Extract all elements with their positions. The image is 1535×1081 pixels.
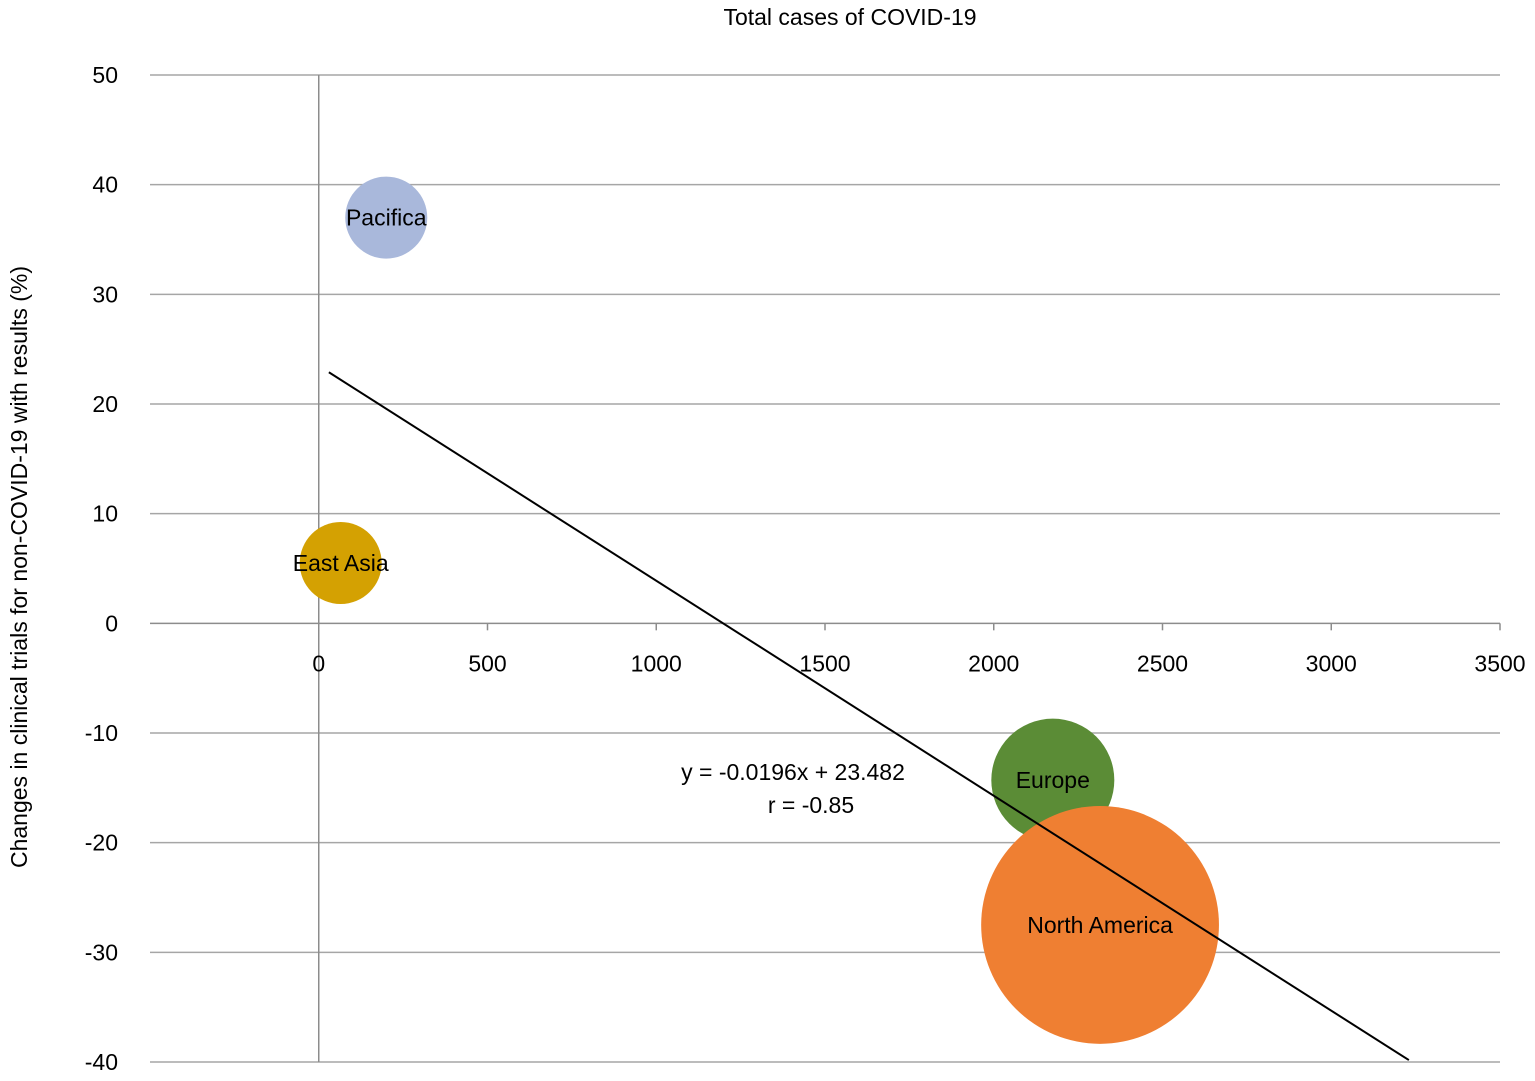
bubble-label: Pacifica xyxy=(346,205,427,231)
x-tick-label: 1000 xyxy=(631,650,682,676)
trendline-equation: y = -0.0196x + 23.482 xyxy=(681,759,905,785)
y-tick-label: 20 xyxy=(92,391,118,417)
bubble-label: East Asia xyxy=(293,550,389,576)
y-axis-label: Changes in clinical trials for non-COVID… xyxy=(6,266,32,868)
trendline xyxy=(328,371,1410,1061)
y-tick-label: -20 xyxy=(85,830,118,856)
y-tick-label: 50 xyxy=(92,62,118,88)
x-tick-label: 2500 xyxy=(1137,650,1188,676)
bubble xyxy=(299,522,382,605)
x-tick-label: 0 xyxy=(312,650,325,676)
y-tick-label: -40 xyxy=(85,1049,118,1075)
x-tick-label: 1500 xyxy=(799,650,850,676)
y-tick-label: 10 xyxy=(92,501,118,527)
bubble-label: North America xyxy=(1027,912,1173,938)
y-tick-label: -30 xyxy=(85,939,118,965)
chart-title: Total cases of COVID-19 xyxy=(723,4,976,30)
x-tick-label: 500 xyxy=(468,650,506,676)
trendline-r-value: r = -0.85 xyxy=(768,792,854,818)
label-layer: Pacifica East Asia Europe North America xyxy=(293,205,1173,938)
x-tick-label: 3000 xyxy=(1306,650,1357,676)
y-tick-label: 0 xyxy=(105,610,118,636)
bubble xyxy=(345,176,428,259)
y-tick-label: 30 xyxy=(92,281,118,307)
trendline-layer xyxy=(328,371,1410,1061)
bubble-label: Europe xyxy=(1016,767,1090,793)
y-tick-label: -10 xyxy=(85,720,118,746)
y-tick-label: 40 xyxy=(92,172,118,198)
axis-layer: 50 40 30 20 10 0 -10 -20 -30 -40 0 500 1000 1500 2000 2… xyxy=(85,62,1526,1075)
x-tick-label: 2000 xyxy=(968,650,1019,676)
bubble xyxy=(981,806,1219,1044)
x-tick-label: 3500 xyxy=(1474,650,1525,676)
bubble-layer xyxy=(299,176,1219,1044)
